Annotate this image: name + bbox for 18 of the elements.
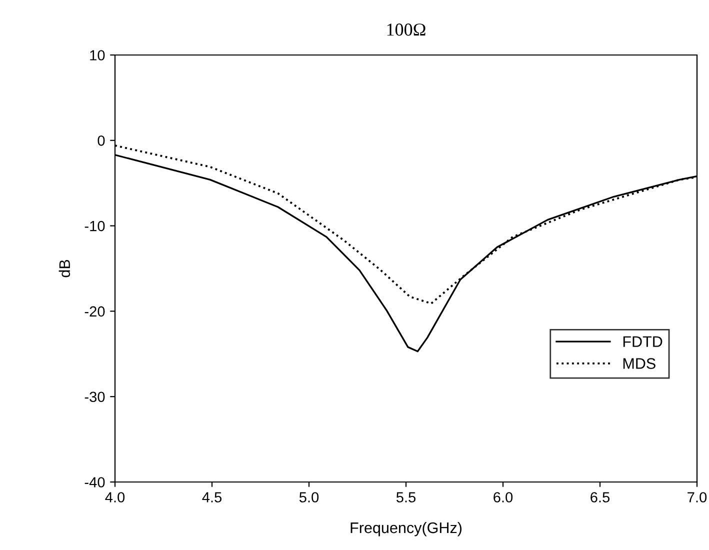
y-tick-label: -30 bbox=[84, 392, 105, 402]
x-tick-label: 4.5 bbox=[202, 492, 222, 502]
legend-label: MDS bbox=[623, 358, 656, 369]
y-axis-title: dB bbox=[58, 260, 70, 278]
legend-label: FDTD bbox=[623, 336, 662, 347]
y-tick-label: -10 bbox=[84, 220, 105, 232]
x-tick-label: 6.0 bbox=[494, 492, 513, 502]
x-tick-label: 7.0 bbox=[688, 492, 707, 502]
chart-title: 100Ω bbox=[387, 24, 426, 36]
x-tick-label: 5.0 bbox=[299, 492, 319, 502]
x-tick-label: 5.5 bbox=[396, 492, 416, 502]
x-tick-label: 6.5 bbox=[590, 492, 610, 502]
y-tick-label: -40 bbox=[84, 477, 105, 488]
y-tick-label: -20 bbox=[84, 306, 105, 317]
x-tick-label: 4.0 bbox=[105, 492, 125, 502]
y-tick-label: 0 bbox=[98, 136, 105, 146]
y-tick-label: 10 bbox=[90, 50, 105, 60]
x-axis-title: Frequency(GHz) bbox=[350, 522, 462, 536]
